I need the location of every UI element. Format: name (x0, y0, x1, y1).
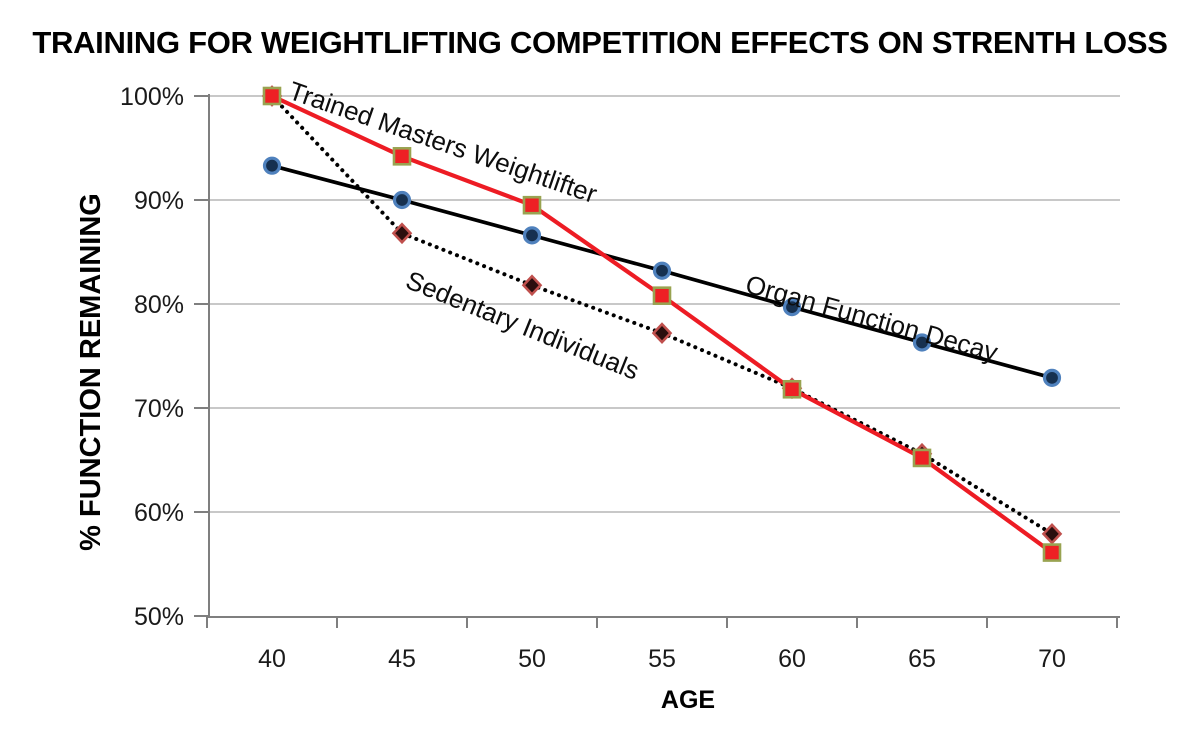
marker-diamond-sedentary-individuals (391, 222, 413, 245)
marker-square-trained-masters-weightlifter (522, 195, 542, 215)
marker-circle-organ-function-decay (522, 226, 542, 245)
marker-circle-organ-function-decay (912, 333, 932, 352)
marker-diamond-sedentary-individuals (1041, 522, 1063, 545)
marker-circle-organ-function-decay (782, 298, 802, 317)
x-tick-label: 55 (648, 645, 676, 673)
x-tick-label: 65 (908, 645, 936, 673)
marker-square-trained-masters-weightlifter (782, 379, 802, 399)
y-axis-title: % FUNCTION REMAINING (75, 193, 107, 551)
x-tick-label: 70 (1038, 645, 1066, 673)
x-tick-label: 40 (258, 645, 286, 673)
marker-square-trained-masters-weightlifter (912, 448, 932, 468)
marker-circle-organ-function-decay (392, 190, 412, 210)
marker-square-trained-masters-weightlifter (1042, 543, 1062, 562)
marker-circle-organ-function-decay (262, 156, 282, 175)
y-tick-label: 50% (134, 603, 184, 631)
y-tick-label: 80% (134, 291, 184, 319)
x-axis-title: AGE (661, 686, 715, 714)
x-tick-label: 45 (388, 645, 416, 673)
x-tick-label: 60 (778, 645, 806, 673)
y-tick-label: 100% (120, 83, 184, 111)
y-tick-label: 60% (134, 499, 184, 527)
marker-square-trained-masters-weightlifter (262, 86, 282, 106)
marker-diamond-sedentary-individuals (651, 322, 673, 345)
marker-square-trained-masters-weightlifter (392, 147, 412, 166)
marker-diamond-sedentary-individuals (521, 274, 543, 297)
x-tick-label: 50 (518, 645, 546, 673)
y-tick-label: 90% (134, 187, 184, 215)
series-annotation: Organ Function Decay (742, 269, 1001, 367)
y-tick-label: 70% (134, 395, 184, 423)
marker-square-trained-masters-weightlifter (652, 286, 672, 305)
marker-circle-organ-function-decay (1042, 368, 1062, 387)
series-annotation: Sedentary Individuals (402, 265, 644, 386)
marker-circle-organ-function-decay (652, 261, 672, 280)
chart-title: TRAINING FOR WEIGHTLIFTING COMPETITION E… (32, 25, 1167, 60)
